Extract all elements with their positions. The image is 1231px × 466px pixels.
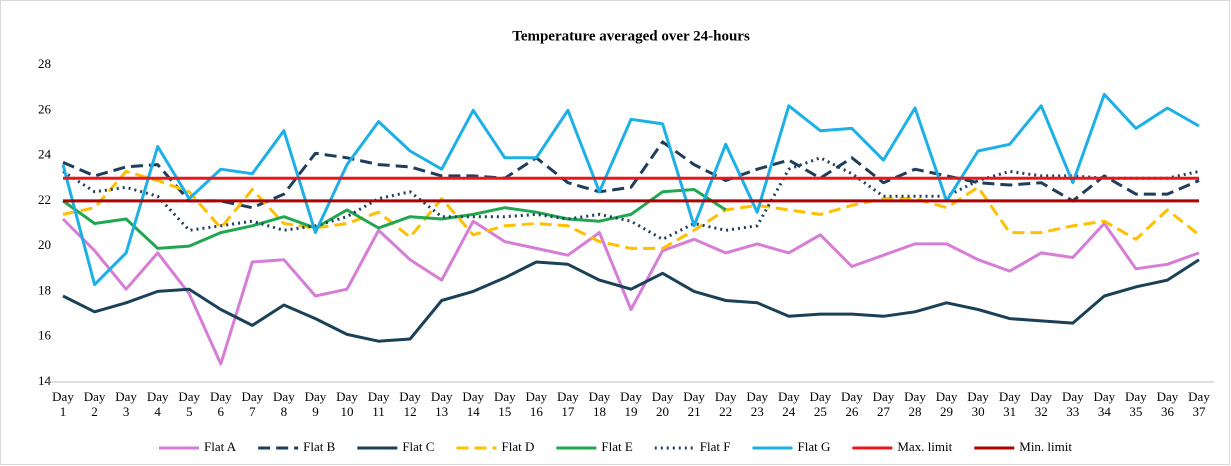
chart-title: Temperature averaged over 24-hours bbox=[512, 28, 750, 44]
x-tick-label: Day 24 bbox=[778, 389, 800, 419]
y-tick-label: 20 bbox=[38, 237, 51, 252]
x-tick-label: Day 27 bbox=[873, 389, 895, 419]
series-line bbox=[61, 92, 1200, 287]
x-tick-label: Day 17 bbox=[557, 389, 579, 419]
x-tick-label: Day 20 bbox=[652, 389, 674, 419]
x-tick-label: Day 1 bbox=[52, 389, 74, 419]
legend-label: Flat B bbox=[303, 439, 335, 454]
legend-label: Flat F bbox=[700, 439, 731, 454]
x-tick-label: Day 34 bbox=[1093, 389, 1115, 419]
y-tick-label: 14 bbox=[38, 373, 52, 388]
x-tick-label: Day 19 bbox=[620, 389, 642, 419]
legend-label: Flat D bbox=[501, 439, 534, 454]
legend-label: Max. limit bbox=[897, 439, 952, 454]
x-tick-label: Day 4 bbox=[147, 389, 169, 419]
x-tick-label: Day 13 bbox=[431, 389, 453, 419]
y-tick-label: 24 bbox=[38, 147, 52, 162]
x-tick-label: Day 10 bbox=[336, 389, 358, 419]
x-tick-label: Day 30 bbox=[967, 389, 989, 419]
x-tick-label: Day 32 bbox=[1030, 389, 1052, 419]
x-tick-label: Day 14 bbox=[462, 389, 484, 419]
x-tick-label: Day 33 bbox=[1062, 389, 1084, 419]
x-tick-label: Day 29 bbox=[936, 389, 958, 419]
legend-label: Flat C bbox=[402, 439, 434, 454]
x-tick-label: Day 21 bbox=[683, 389, 705, 419]
series-line bbox=[61, 217, 1200, 366]
x-tick-label: Day 3 bbox=[115, 389, 137, 419]
series-line bbox=[62, 258, 1200, 343]
legend-label: Min. limit bbox=[1019, 439, 1072, 454]
x-tick-label: Day 26 bbox=[841, 389, 863, 419]
x-tick-label: Day 15 bbox=[494, 389, 516, 419]
legend-label: Flat E bbox=[601, 439, 632, 454]
x-tick-label: Day 6 bbox=[210, 389, 232, 419]
y-tick-label: 26 bbox=[38, 101, 52, 116]
series-line bbox=[62, 140, 1200, 210]
y-tick-label: 22 bbox=[38, 192, 51, 207]
x-tick-label: Day 5 bbox=[178, 389, 200, 419]
legend: Flat A Flat B Flat C Flat D Flat E Flat F Flat… bbox=[159, 439, 1072, 454]
legend-label: Flat A bbox=[204, 439, 237, 454]
y-tick-label: 16 bbox=[38, 328, 52, 343]
x-tick-label: Day 16 bbox=[525, 389, 547, 419]
x-tick-label: Day 2 bbox=[84, 389, 106, 419]
legend-label: Flat G bbox=[797, 439, 830, 454]
x-tick-label: Day 37 bbox=[1188, 389, 1210, 419]
x-tick-label: Day 22 bbox=[715, 389, 737, 419]
x-tick-label: Day 9 bbox=[305, 389, 327, 419]
x-tick-label: Day 28 bbox=[904, 389, 926, 419]
x-tick-label: Day 11 bbox=[368, 389, 390, 419]
x-tick-label: Day 35 bbox=[1125, 389, 1147, 419]
series-line bbox=[62, 169, 1200, 250]
x-tick-label: Day 25 bbox=[809, 389, 831, 419]
x-tick-label: Day 18 bbox=[589, 389, 611, 419]
y-tick-label: 18 bbox=[38, 282, 51, 297]
x-tick-label: Day 31 bbox=[999, 389, 1021, 419]
y-tick-label: 28 bbox=[38, 56, 51, 71]
x-tick-label: Day 12 bbox=[399, 389, 421, 419]
x-tick-label: Day 8 bbox=[273, 389, 295, 419]
x-tick-label: Day 36 bbox=[1157, 389, 1179, 419]
series-line bbox=[62, 188, 727, 250]
x-tick-label: Day 7 bbox=[241, 389, 263, 419]
x-tick-label: Day 23 bbox=[746, 389, 768, 419]
